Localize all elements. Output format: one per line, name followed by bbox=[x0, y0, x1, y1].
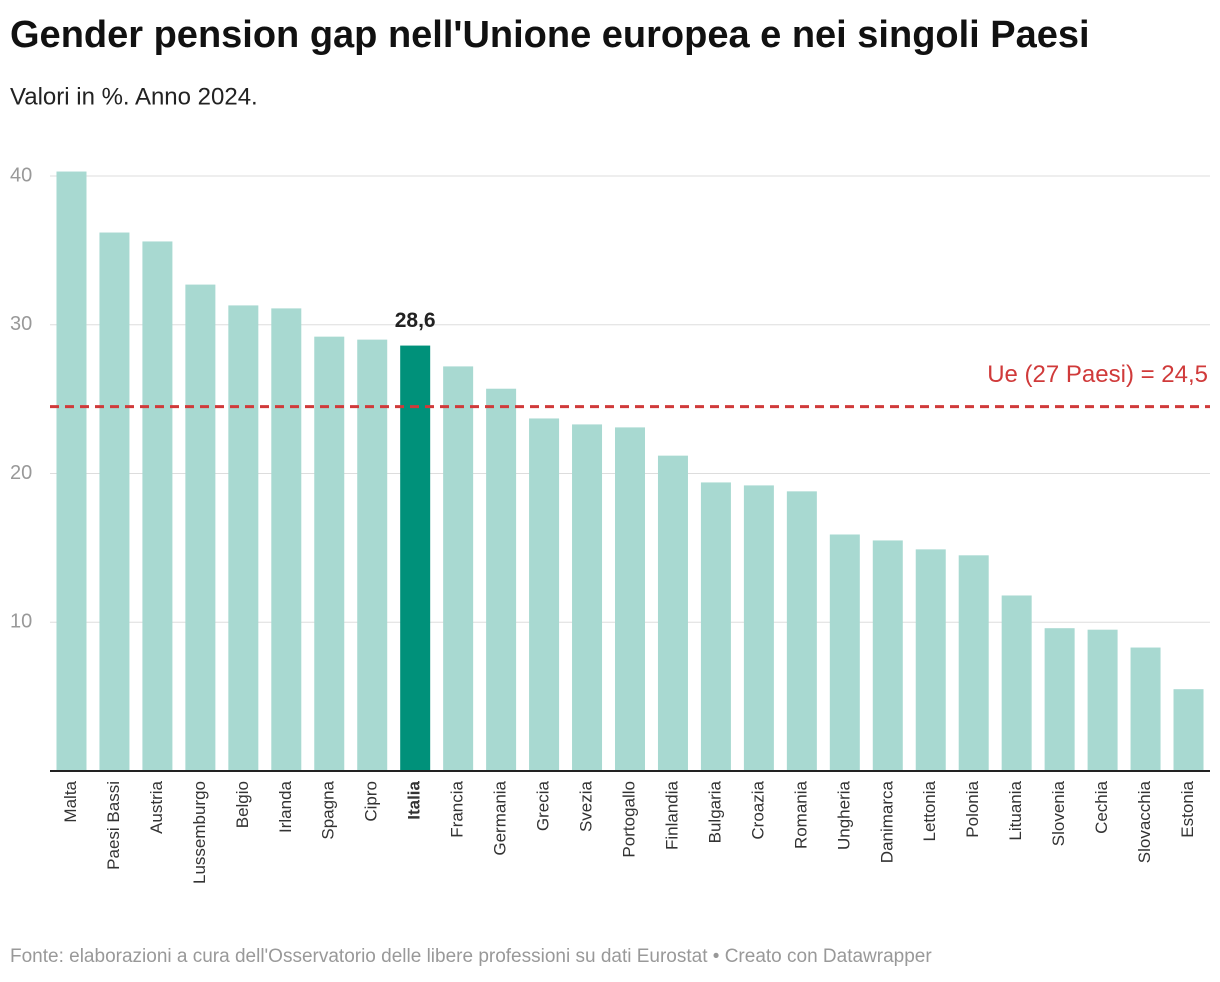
bar bbox=[657, 455, 688, 771]
bar bbox=[1044, 628, 1075, 771]
bar bbox=[572, 424, 603, 771]
x-tick-label: Austria bbox=[147, 780, 166, 833]
x-tick-label: Ungheria bbox=[834, 780, 853, 850]
bar bbox=[700, 482, 731, 771]
x-tick-label: Cechia bbox=[1092, 780, 1111, 833]
bar bbox=[99, 232, 130, 771]
y-tick-label: 30 bbox=[10, 313, 32, 335]
bar bbox=[743, 485, 774, 771]
bar bbox=[486, 388, 517, 771]
bar bbox=[786, 491, 817, 771]
bar bbox=[357, 339, 388, 771]
x-tick-label: Grecia bbox=[534, 780, 553, 831]
y-tick-label: 20 bbox=[10, 462, 32, 484]
x-tick-label: Germania bbox=[491, 780, 510, 855]
x-tick-label: Danimarca bbox=[877, 780, 896, 863]
x-tick-label: Slovenia bbox=[1049, 780, 1068, 846]
x-tick-label: Croazia bbox=[748, 780, 767, 839]
chart-title: Gender pension gap nell'Unione europea e… bbox=[10, 14, 1090, 56]
bar bbox=[185, 284, 216, 771]
bar bbox=[529, 418, 560, 771]
x-tick-label: Francia bbox=[448, 780, 467, 837]
bar bbox=[314, 336, 345, 771]
x-tick-label: Paesi Bassi bbox=[104, 781, 123, 870]
reference-label: Ue (27 Paesi) = 24,5 bbox=[987, 361, 1208, 388]
y-tick-label: 10 bbox=[10, 611, 32, 633]
x-tick-label: Lituania bbox=[1006, 780, 1025, 840]
bar bbox=[228, 305, 259, 771]
data-label: 28,6 bbox=[395, 309, 436, 332]
x-tick-label: Lettonia bbox=[920, 780, 939, 841]
y-tick-label: 40 bbox=[10, 164, 32, 186]
x-tick-label: Malta bbox=[61, 780, 80, 822]
x-tick-label: Belgio bbox=[233, 781, 252, 828]
chart-subtitle: Valori in %. Anno 2024. bbox=[10, 83, 258, 110]
x-tick-label: Portogallo bbox=[619, 781, 638, 858]
bar bbox=[443, 366, 474, 771]
x-tick-label: Romania bbox=[791, 780, 810, 849]
x-tick-label: Bulgaria bbox=[705, 780, 724, 843]
x-tick-label: Svezia bbox=[577, 780, 596, 832]
bar bbox=[271, 308, 302, 771]
bar bbox=[872, 540, 903, 771]
x-tick-label: Spagna bbox=[319, 780, 338, 839]
source-note: Fonte: elaborazioni a cura dell'Osservat… bbox=[10, 946, 932, 967]
bar bbox=[400, 345, 431, 771]
bar bbox=[1130, 647, 1161, 771]
x-tick-label: Italia bbox=[405, 780, 424, 819]
bar bbox=[829, 534, 860, 771]
bar bbox=[958, 555, 989, 771]
bar bbox=[56, 171, 87, 772]
bar bbox=[1173, 689, 1204, 771]
x-tick-label: Estonia bbox=[1178, 780, 1197, 837]
bar bbox=[915, 549, 946, 771]
x-tick-label: Lussemburgo bbox=[190, 781, 209, 884]
x-tick-label: Cipro bbox=[362, 781, 381, 822]
x-tick-label: Finlandia bbox=[662, 780, 681, 850]
bar bbox=[142, 241, 173, 771]
bar bbox=[1001, 595, 1032, 771]
x-tick-label: Irlanda bbox=[276, 780, 295, 833]
x-tick-label: Polonia bbox=[963, 780, 982, 837]
bar bbox=[1087, 629, 1118, 771]
x-tick-label: Slovacchia bbox=[1135, 780, 1154, 863]
bar bbox=[615, 427, 645, 771]
